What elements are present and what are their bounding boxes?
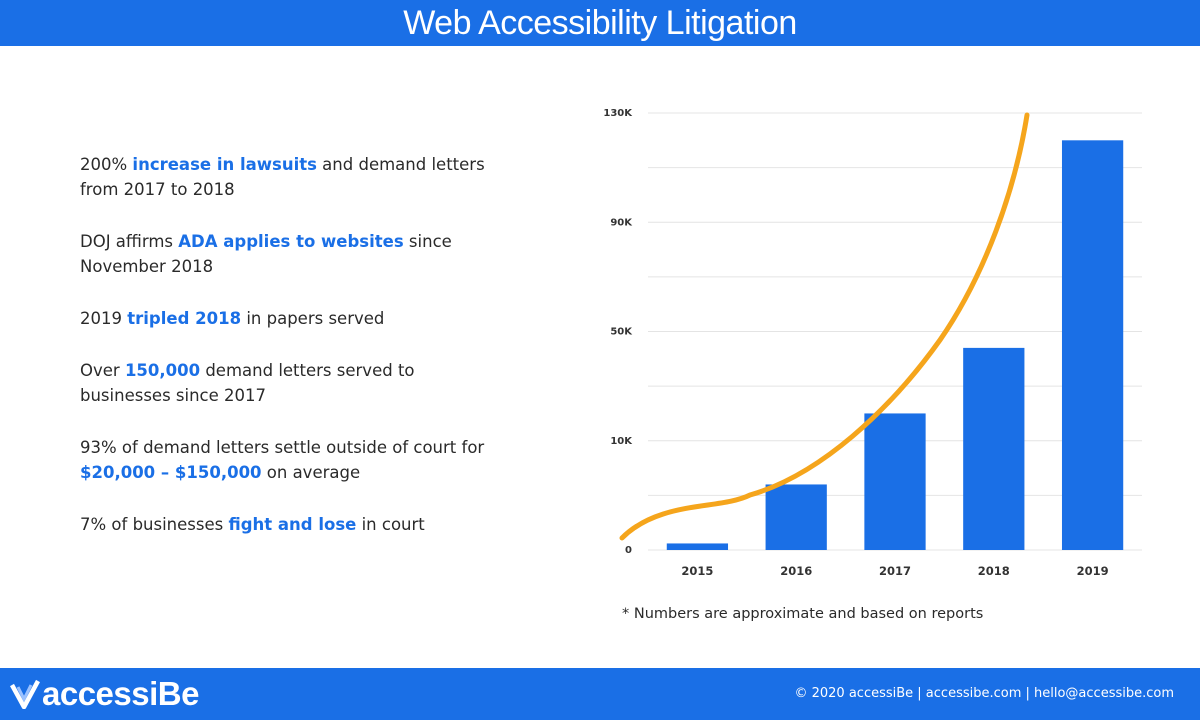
footer-bar: accessiBe © 2020 accessiBe | accessibe.c… — [0, 668, 1200, 720]
bar — [765, 484, 827, 550]
bullet-item: 7% of businesses fight and lose in court — [80, 512, 500, 537]
trend-line — [619, 112, 1030, 541]
bullet-item: 2019 tripled 2018 in papers served — [80, 306, 500, 331]
bullet-text: since November 2018 — [80, 232, 452, 276]
bullet-highlight: ADA applies to websites — [178, 232, 404, 251]
x-tick-label: 2017 — [879, 564, 911, 578]
x-tick-label: 2019 — [1077, 564, 1109, 578]
bullet-highlight: increase in lawsuits — [132, 155, 317, 174]
bullet-highlight: tripled 2018 — [127, 309, 242, 328]
bullet-item: 93% of demand letters settle outside of … — [80, 435, 500, 485]
bullet-highlight: $20,000 – $150,000 — [80, 463, 262, 482]
litigation-chart: 0 10K 50K 90K 130K 2015 2016 2017 2018 2019 — [590, 90, 1170, 590]
bullet-highlight: fight and lose — [228, 515, 357, 534]
footer-contact: © 2020 accessiBe | accessibe.com | hello… — [794, 686, 1174, 701]
y-tick-label: 0 — [625, 545, 632, 556]
bullet-list: 200% increase in lawsuits and demand let… — [80, 152, 500, 564]
logo-text: accessiBe — [42, 675, 199, 712]
bullet-item: Over 150,000 demand letters served to bu… — [80, 358, 500, 408]
bullet-text: demand letters served to businesses sinc… — [80, 361, 415, 405]
chart-footnote: * Numbers are approximate and based on r… — [622, 606, 984, 622]
bullet-text: and demand letters from 2017 to 2018 — [80, 155, 485, 199]
bullet-text: 2019 — [80, 309, 128, 328]
page-title: Web Accessibility Litigation — [0, 0, 1200, 46]
y-tick-label: 90K — [610, 217, 633, 228]
brand-logo[interactable]: accessiBe — [10, 674, 199, 714]
bar — [963, 347, 1025, 550]
chart-svg: 0 10K 50K 90K 130K 2015 2016 2017 2018 2019 — [603, 108, 1142, 578]
logo-icon — [10, 679, 40, 709]
y-tick-label: 10K — [610, 436, 633, 447]
y-tick-label: 130K — [603, 108, 633, 119]
y-tick-label: 50K — [610, 327, 633, 338]
bullet-item: 200% increase in lawsuits and demand let… — [80, 152, 500, 202]
bar — [666, 543, 729, 550]
bullet-text: 93% of demand letters settle outside of … — [80, 438, 485, 457]
bullet-text: DOJ affirms — [80, 232, 179, 251]
x-tick-label: 2018 — [978, 564, 1010, 578]
bullet-highlight: 150,000 — [124, 361, 201, 380]
x-tick-label: 2016 — [780, 564, 812, 578]
bullet-text: in papers served — [241, 309, 385, 328]
bullet-text: on average — [261, 463, 361, 482]
x-tick-label: 2015 — [681, 564, 713, 578]
bar — [864, 413, 926, 550]
bullet-text: 200% — [80, 155, 133, 174]
bullet-text: in court — [356, 515, 425, 534]
bullet-item: DOJ affirms ADA applies to websites sinc… — [80, 229, 500, 279]
bullet-text: Over — [80, 361, 125, 380]
bar — [1061, 140, 1124, 550]
bullet-text: 7% of businesses — [80, 515, 229, 534]
